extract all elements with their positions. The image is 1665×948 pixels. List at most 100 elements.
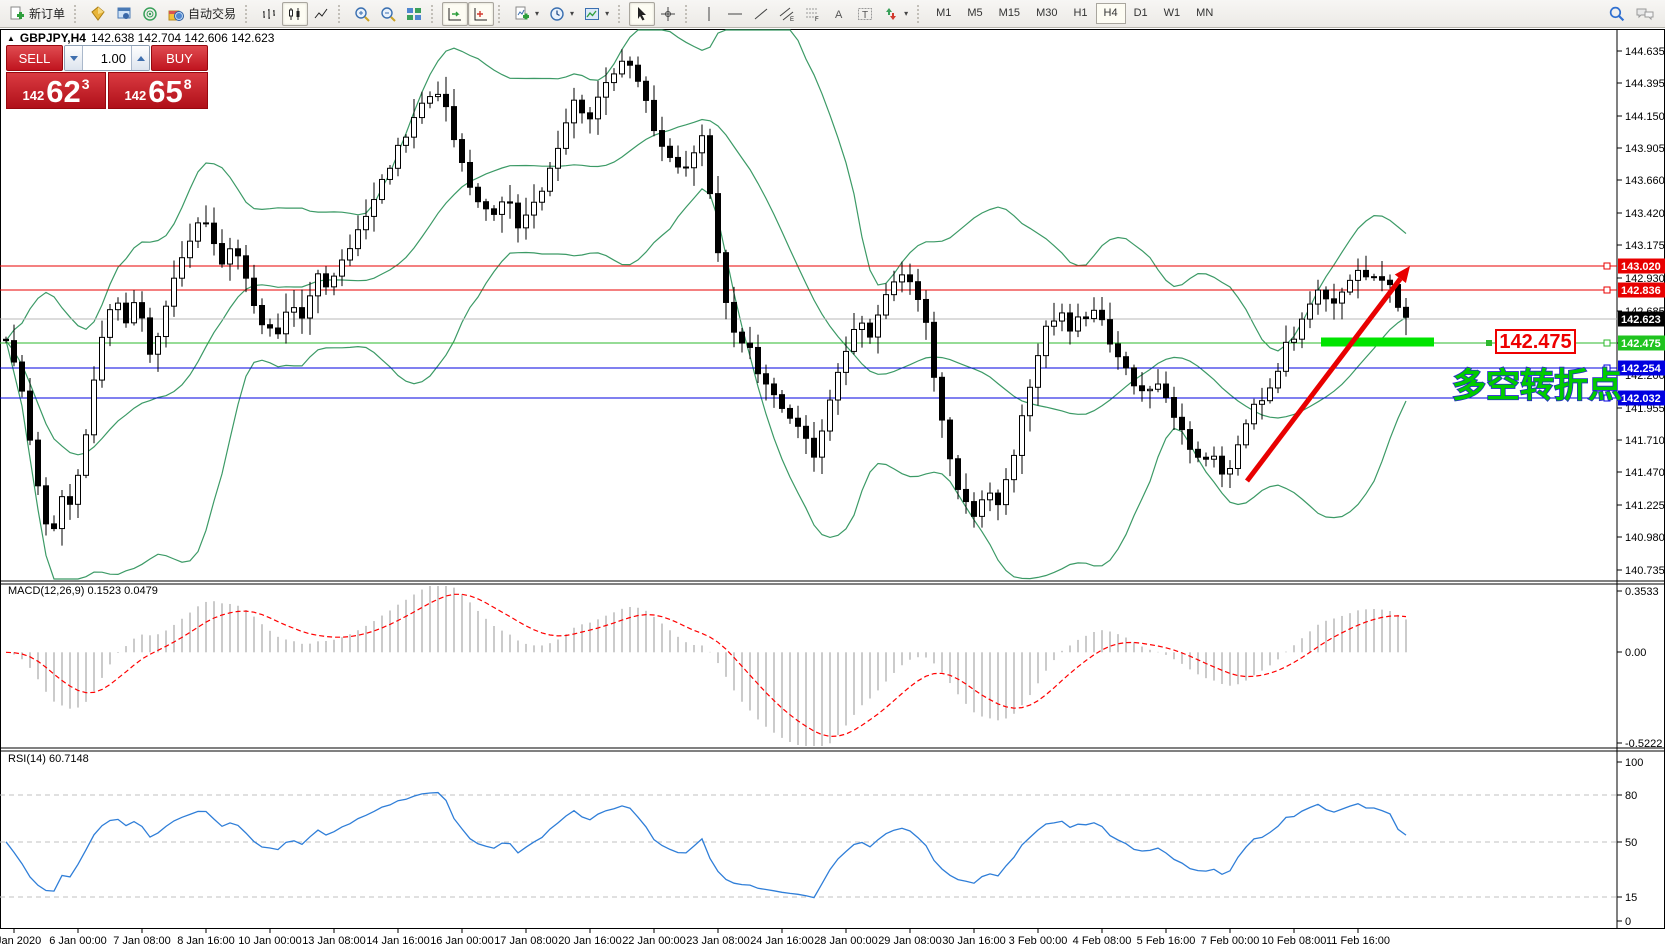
candle-body: [699, 135, 705, 154]
tile-windows-button[interactable]: [401, 2, 427, 26]
trendline-icon: [754, 8, 768, 19]
templates-button[interactable]: ▾: [579, 2, 614, 26]
zoom-in-button[interactable]: [349, 2, 375, 26]
candle-body: [107, 309, 113, 338]
price-axis-label: 143.660: [1625, 175, 1665, 187]
candle-body: [195, 222, 201, 242]
sell-price-button[interactable]: 142 62 3: [6, 72, 106, 109]
candle-body: [467, 161, 473, 188]
search-icon[interactable]: [1608, 5, 1625, 22]
buy-price-button[interactable]: 142 65 8: [108, 72, 208, 109]
timeframe-M1[interactable]: M1: [936, 7, 952, 19]
price-callout-box[interactable]: [1495, 329, 1576, 354]
text-tool-button[interactable]: A: [826, 2, 852, 26]
buy-price-big: 65: [148, 74, 183, 110]
line-handle[interactable]: [1603, 364, 1611, 372]
data-window-button[interactable]: [111, 2, 137, 26]
vertical-line-tool-button[interactable]: [696, 2, 722, 26]
timeframe-D1[interactable]: D1: [1133, 7, 1148, 19]
time-axis-label: 8 Jan 16:00: [177, 935, 235, 947]
time-axis-label: 11 Feb 16:00: [1326, 935, 1390, 947]
line-chart-button[interactable]: [308, 2, 334, 26]
timeframe-M30[interactable]: M30: [1036, 7, 1058, 19]
candle-body: [1011, 454, 1017, 481]
candle-body: [843, 350, 849, 373]
callout-handle[interactable]: [1486, 340, 1492, 346]
new-order-button[interactable]: 新订单: [4, 2, 70, 26]
macd-axis: 0.3533 0.00 -0.5222: [1617, 586, 1662, 750]
community-chat-icon[interactable]: [1635, 6, 1655, 22]
candle-body: [1051, 320, 1057, 327]
candle-body: [891, 281, 897, 296]
timeframe-H4[interactable]: H4: [1095, 3, 1126, 24]
price-tag-143.020-text: 143.020: [1621, 261, 1661, 273]
candle-body: [1107, 319, 1113, 345]
timeframe-M5[interactable]: M5: [967, 7, 983, 19]
candlestick-chart-button[interactable]: [282, 1, 309, 26]
timeframe-MN[interactable]: MN: [1196, 7, 1214, 19]
timeframe-H1[interactable]: H1: [1073, 7, 1088, 19]
trendline-tool-button[interactable]: [748, 2, 774, 26]
cursor-tool-button[interactable]: [629, 1, 656, 26]
zoom-out-button[interactable]: [375, 2, 401, 26]
navigator-button[interactable]: [137, 2, 163, 26]
volume-input[interactable]: [83, 46, 131, 70]
autotrading-button[interactable]: 自动交易: [163, 2, 241, 26]
candle-body: [867, 322, 873, 338]
channel-tool-button[interactable]: E: [774, 2, 800, 26]
candle-body: [115, 302, 121, 311]
macd-axis-label: 0.00: [1625, 647, 1646, 659]
fibonacci-icon: F: [806, 8, 819, 22]
candle-body: [187, 240, 193, 259]
rsi-axis-label: 100: [1625, 757, 1643, 769]
time-axis-label: 17 Jan 08:00: [494, 935, 558, 947]
symbol-dropdown-icon[interactable]: ▲: [7, 33, 15, 43]
chart-shift-button[interactable]: [468, 1, 495, 26]
candle-body: [875, 314, 881, 338]
new-chart-button[interactable]: ▾: [509, 2, 544, 26]
profiles-button[interactable]: ▾: [544, 2, 579, 26]
timeframe-M15[interactable]: M15: [998, 7, 1021, 19]
candle-body: [1363, 269, 1369, 278]
label-tool-button[interactable]: T: [852, 2, 878, 26]
volume-increase-button[interactable]: [131, 46, 149, 70]
fibonacci-tool-button[interactable]: F: [800, 2, 826, 26]
candle-body: [835, 371, 841, 401]
candle-body: [651, 99, 657, 132]
toolbar-separator: [618, 4, 625, 23]
buy-button[interactable]: BUY: [151, 45, 208, 71]
crosshair-tool-button[interactable]: [655, 2, 681, 26]
price-axis-label: 141.470: [1625, 467, 1665, 479]
bar-chart-button[interactable]: [256, 2, 282, 26]
sell-button[interactable]: SELL: [6, 45, 63, 71]
time-axis-label: 2 Jan 2020: [0, 935, 41, 947]
dropdown-caret: ▾: [570, 9, 575, 18]
line-handle[interactable]: [1603, 286, 1611, 294]
candle-body: [483, 201, 489, 210]
arrows-tool-button[interactable]: ▾: [878, 2, 913, 26]
annotation-cn-text[interactable]: 多空转折点: [1451, 366, 1623, 406]
line-handle[interactable]: [1603, 262, 1611, 270]
timeframe-W1[interactable]: W1: [1163, 7, 1181, 19]
one-click-trading-panel: SELL BUY 142 62 3 142 65 8: [6, 45, 208, 109]
line-handle[interactable]: [1603, 394, 1611, 402]
line-handle[interactable]: [1603, 339, 1611, 347]
horizontal-line-tool-button[interactable]: [722, 2, 748, 26]
candle-body: [715, 193, 721, 254]
trend-arrow-head[interactable]: [1394, 266, 1410, 283]
candle-body: [1339, 291, 1345, 304]
triangle-up-icon: [136, 55, 145, 61]
price-axis-label: 144.635: [1625, 46, 1665, 58]
new-order-label: 新订单: [29, 7, 66, 21]
price-tag-142.032-text: 142.032: [1621, 393, 1661, 405]
trend-arrow-shaft[interactable]: [1245, 277, 1403, 483]
candle-body: [67, 496, 73, 505]
candle-body: [851, 328, 857, 352]
auto-scroll-button[interactable]: [442, 1, 469, 26]
svg-text:F: F: [815, 17, 819, 22]
volume-decrease-button[interactable]: [65, 46, 83, 70]
candle-body: [707, 135, 713, 195]
market-watch-button[interactable]: [85, 2, 111, 26]
